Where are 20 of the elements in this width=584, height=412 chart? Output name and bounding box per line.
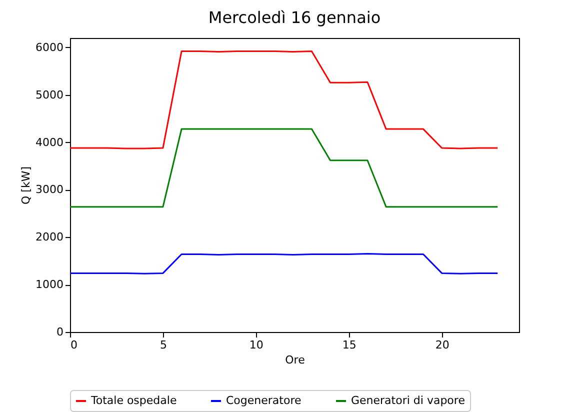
y-axis-title: Q [kW]: [20, 166, 33, 204]
x-axis-title: Ore: [285, 354, 306, 366]
x-tick-label: 0: [70, 338, 78, 352]
line-series: [70, 50, 498, 150]
y-tick-label: 6000: [36, 40, 64, 54]
x-tick-label: 20: [435, 338, 450, 352]
y-tick-label: 3000: [36, 183, 64, 196]
y-tick-label: 4000: [36, 136, 64, 149]
y-tick-label: 5000: [36, 88, 64, 102]
legend-label: Cogeneratore: [226, 394, 302, 407]
y-tick-label: 1000: [36, 278, 64, 292]
chart-title: Mercoledì 16 gennaio: [208, 8, 381, 27]
x-tick-label: 15: [342, 338, 356, 352]
x-tick-label: 5: [160, 338, 167, 352]
legend-label: Totale ospedale: [90, 394, 177, 407]
x-tick-label: 10: [249, 338, 264, 352]
y-tick-label: 0: [56, 326, 64, 338]
line-series: [70, 253, 498, 274]
y-tick-label: 2000: [36, 230, 64, 244]
legend-label: Generatori di vapore: [351, 394, 466, 407]
